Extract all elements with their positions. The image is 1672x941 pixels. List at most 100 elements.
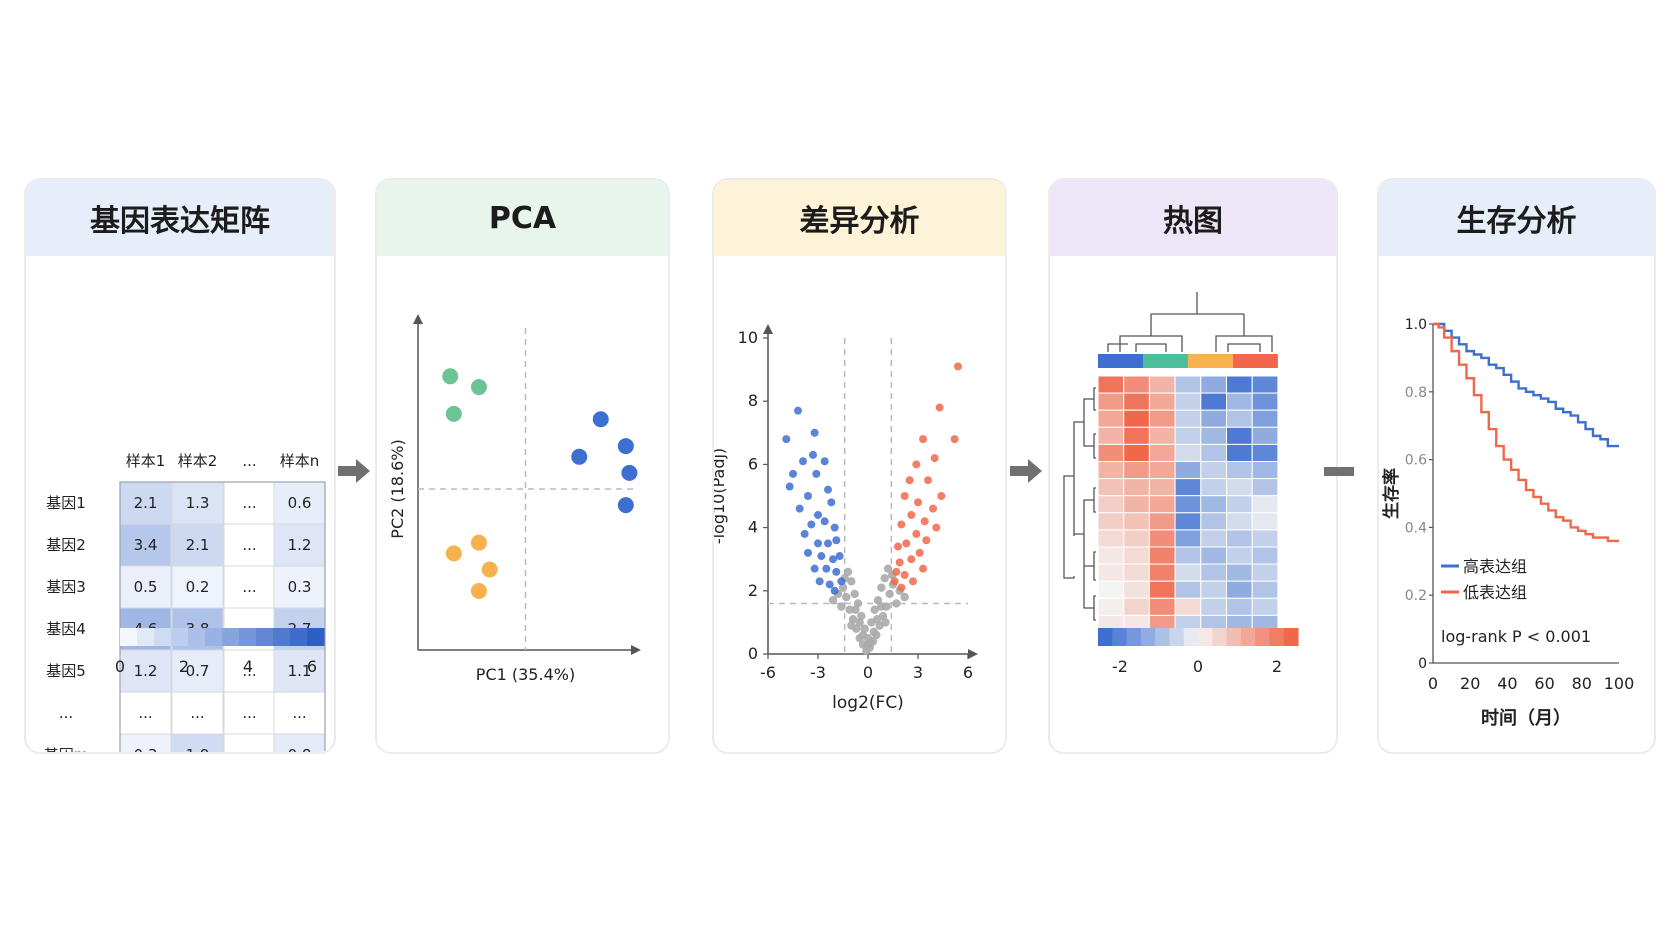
ns-point bbox=[869, 627, 879, 637]
heatmap-figure: -2 0 2 bbox=[1063, 292, 1299, 676]
heatmap-cell bbox=[1251, 478, 1279, 497]
matrix-cell bbox=[223, 733, 276, 752]
up-point bbox=[894, 542, 902, 551]
up-point bbox=[932, 523, 941, 532]
down-point bbox=[789, 469, 797, 478]
row-label: 基因1 bbox=[46, 494, 86, 512]
y-tick-label: 0.6 bbox=[1405, 453, 1427, 469]
volcano-plot: -6 -3 0 3 6 0 2 4 6 8 10 log2(FC) -log10(Padj) bbox=[714, 324, 978, 713]
matrix-cell bbox=[119, 691, 172, 735]
matrix-cell bbox=[171, 733, 224, 752]
down-point bbox=[832, 567, 841, 576]
ns-point bbox=[873, 596, 883, 605]
y-tick-label: 0.2 bbox=[1405, 588, 1427, 604]
y-tick-label: 8 bbox=[748, 391, 758, 410]
pca-plot: PC1 (35.4%) PC2 (18.6%) bbox=[388, 314, 641, 684]
heatmap-cell bbox=[1097, 512, 1125, 531]
colorbar-segment bbox=[1183, 628, 1199, 646]
up-point bbox=[892, 567, 901, 576]
down-point bbox=[810, 428, 819, 437]
heatmap-cell bbox=[1123, 461, 1150, 480]
down-point bbox=[837, 577, 846, 586]
heatmap-cell bbox=[1200, 392, 1228, 411]
colorbar-tick: 0 bbox=[1193, 657, 1203, 676]
x-axis-arrow-icon bbox=[631, 645, 641, 655]
down-point bbox=[814, 510, 822, 519]
down-point bbox=[809, 450, 817, 459]
matrix-cell bbox=[171, 649, 224, 693]
heatmap-cell bbox=[1123, 478, 1150, 497]
down-point bbox=[820, 457, 829, 466]
group-annotation-bar bbox=[1187, 354, 1233, 368]
data-point bbox=[592, 411, 609, 428]
ns-point bbox=[880, 573, 889, 583]
heatmap-cell bbox=[1097, 392, 1125, 411]
heatmap-cell bbox=[1174, 580, 1202, 599]
up-point bbox=[937, 492, 946, 500]
heatmap-cell bbox=[1148, 495, 1176, 514]
heatmap-cell bbox=[1200, 409, 1228, 428]
heatmap-cell bbox=[1226, 495, 1253, 514]
colorbar-tick: 0 bbox=[115, 657, 125, 676]
heatmap-cell bbox=[1123, 409, 1150, 428]
colorbar-segment bbox=[1198, 628, 1213, 646]
colorbar-tick: 6 bbox=[307, 657, 317, 676]
matrix-cell bbox=[171, 565, 224, 609]
heatmap-cell bbox=[1251, 443, 1279, 462]
up-point bbox=[914, 498, 922, 507]
ns-point bbox=[872, 615, 882, 624]
colorbar-segment bbox=[1240, 628, 1256, 646]
down-point bbox=[810, 564, 819, 573]
heatmap-cell bbox=[1148, 580, 1176, 599]
ns-point bbox=[847, 577, 856, 586]
matrix-cell-value: ... bbox=[292, 704, 306, 722]
heatmap-cell bbox=[1226, 580, 1253, 599]
heatmap-cell bbox=[1251, 563, 1279, 582]
colorbar-segment bbox=[1283, 628, 1299, 646]
up-point bbox=[897, 583, 906, 592]
x-tick-label: 100 bbox=[1604, 674, 1635, 693]
x-tick-label: 6 bbox=[963, 663, 973, 682]
heatmap-cell bbox=[1251, 409, 1279, 428]
down-point bbox=[782, 435, 791, 444]
heatmap-cell bbox=[1251, 495, 1279, 514]
heatmap-cell bbox=[1200, 546, 1228, 565]
row-label: 基因4 bbox=[46, 620, 86, 638]
matrix-cell bbox=[223, 565, 276, 609]
heatmap-cell bbox=[1123, 563, 1150, 582]
heatmap-cell bbox=[1097, 426, 1125, 445]
y-tick-label: 2 bbox=[748, 581, 758, 600]
ns-point bbox=[853, 599, 863, 608]
heatmap-cell bbox=[1200, 512, 1228, 531]
matrix-cell-value: 3.4 bbox=[134, 536, 158, 554]
colorbar-segment bbox=[1155, 628, 1170, 646]
group-annotation-bar bbox=[1098, 354, 1143, 368]
ns-point bbox=[877, 602, 886, 611]
heatmap-cell bbox=[1097, 375, 1125, 394]
down-point bbox=[794, 406, 802, 415]
ns-point bbox=[851, 605, 860, 614]
heatmap-cell bbox=[1200, 597, 1228, 616]
heatmap-cell bbox=[1123, 443, 1150, 462]
group-annotation-bar bbox=[1142, 354, 1188, 368]
colorbar-segment bbox=[1098, 628, 1113, 646]
up-point bbox=[912, 460, 921, 469]
data-point bbox=[445, 545, 462, 562]
matrix-cell bbox=[119, 523, 172, 567]
data-point bbox=[617, 438, 634, 455]
x-tick-label: 20 bbox=[1460, 674, 1480, 693]
y-tick-label: 0.8 bbox=[1405, 385, 1427, 401]
colorbar-segment bbox=[120, 628, 138, 646]
down-point bbox=[825, 580, 834, 589]
x-tick-label: 0 bbox=[1428, 674, 1438, 693]
heatmap-cell bbox=[1123, 597, 1150, 616]
heatmap-cell bbox=[1226, 375, 1253, 394]
ns-point bbox=[838, 583, 848, 592]
matrix-cell bbox=[223, 691, 276, 735]
x-tick-label: 40 bbox=[1497, 674, 1517, 693]
heatmap-cell bbox=[1148, 512, 1176, 531]
colorbar-segment bbox=[188, 628, 206, 646]
y-tick-label: 6 bbox=[748, 454, 758, 473]
heatmap-cell bbox=[1251, 392, 1279, 411]
up-point bbox=[907, 510, 916, 519]
